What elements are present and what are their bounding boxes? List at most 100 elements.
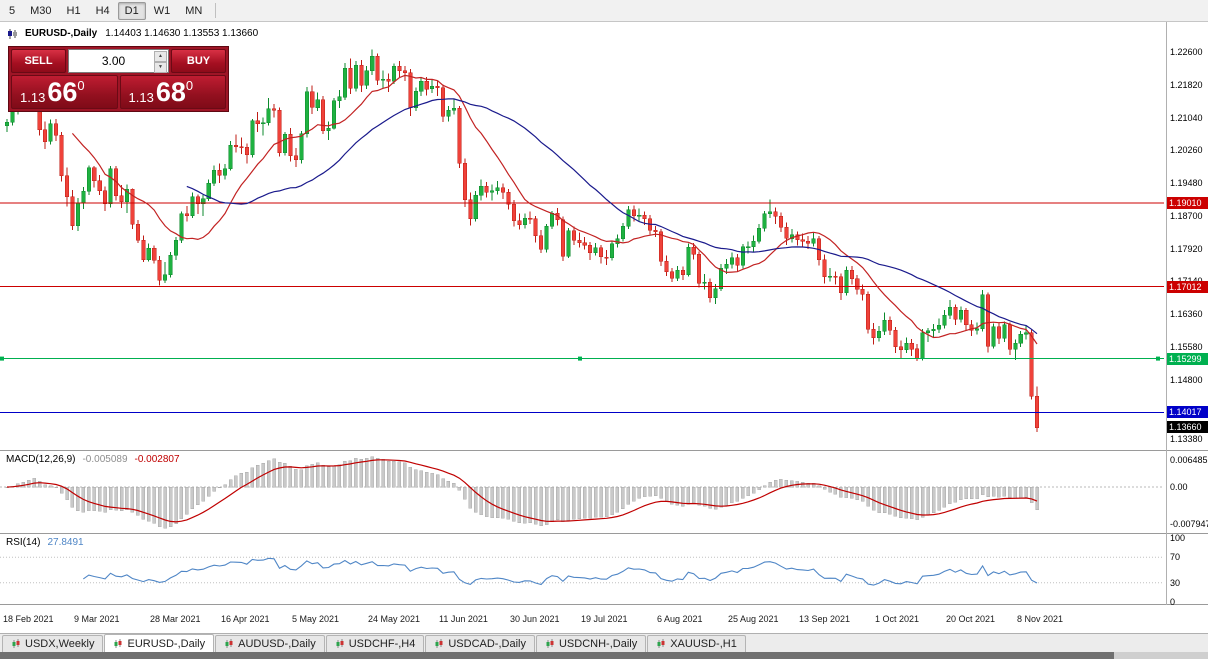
timeframe-button-H4[interactable]: H4	[95, 4, 110, 17]
timeframe-button-M30[interactable]: M30	[30, 4, 52, 17]
date-label: 25 Aug 2021	[728, 614, 779, 624]
volume-spinner-arrows: ▲ ▼	[154, 51, 167, 73]
chart-tab-eurusd-daily[interactable]: EURUSD-,Daily	[104, 634, 215, 652]
macd-panel[interactable]: MACD(12,26,9) -0.005089 -0.002807	[0, 451, 1166, 533]
macd-chart[interactable]	[0, 451, 1166, 533]
candlestick-chart-icon	[8, 28, 17, 39]
chart-tab-label: USDX,Weekly	[25, 638, 95, 650]
volume-decrease-button[interactable]: ▼	[154, 62, 167, 73]
price-axis-label: 1.18700	[1170, 211, 1203, 221]
rsi-axis-label: 100	[1170, 533, 1186, 543]
candles	[4, 49, 1040, 432]
macd-label: MACD(12,26,9) -0.005089 -0.002807	[6, 454, 180, 465]
panel-separator[interactable]	[0, 533, 1208, 534]
line-handle[interactable]	[0, 356, 4, 361]
date-label: 30 Jun 2021	[510, 614, 560, 624]
volume-increase-button[interactable]: ▲	[154, 51, 167, 62]
price-line-badge: 1.17012	[1167, 281, 1208, 293]
macd-signal-value: -0.002807	[134, 454, 180, 465]
price-axis-label: 1.21040	[1170, 113, 1203, 123]
toolbar-divider	[215, 3, 217, 18]
date-label: 6 Aug 2021	[657, 614, 703, 624]
buy-price-pips: 68	[155, 77, 186, 107]
price-axis-label: 1.19480	[1170, 178, 1203, 188]
date-label: 24 May 2021	[368, 614, 421, 624]
macd-current-value: -0.005089	[82, 454, 128, 465]
chart-header: EURUSD-,Daily 1.14403 1.14630 1.13553 1.…	[7, 28, 258, 39]
rsi-name: RSI(14)	[6, 537, 41, 548]
date-label: 8 Nov 2021	[1017, 614, 1064, 624]
sell-price-point: 0	[77, 78, 85, 93]
volume-spinner: ▲ ▼	[68, 49, 169, 73]
rsi-line	[82, 557, 1038, 586]
timeframe-button-W1[interactable]: W1	[153, 4, 171, 17]
moving-average-13	[71, 74, 1038, 345]
price-axis-label: 1.15580	[1170, 342, 1203, 352]
price-line-badge: 1.15299	[1167, 353, 1208, 365]
sell-price-figure: 1.13	[20, 89, 46, 105]
macd-name: MACD(12,26,9)	[6, 454, 76, 465]
date-label: 19 Jul 2021	[581, 614, 628, 624]
macd-signal-line	[6, 459, 1038, 523]
price-axis-label: 1.20260	[1170, 145, 1203, 155]
macd-axis-label: 0.00	[1170, 482, 1188, 492]
price-line-badge: 1.19010	[1167, 197, 1208, 209]
buy-button[interactable]: BUY	[171, 49, 226, 73]
rsi-label: RSI(14) 27.8491	[6, 537, 84, 548]
chart-tab-xauusd-h1[interactable]: XAUUSD-,H1	[647, 635, 746, 652]
price-axis-label: 1.13380	[1170, 434, 1203, 444]
date-axis: 18 Feb 2021 9 Mar 2021 28 Mar 2021 16 Apr 2…	[0, 605, 1166, 633]
timeframe-button-MN[interactable]: MN	[185, 4, 203, 17]
date-label: 18 Feb 2021	[3, 614, 54, 624]
rsi-panel[interactable]: RSI(14) 27.8491	[0, 534, 1166, 604]
candlestick-chart-icon	[114, 638, 122, 648]
chart-tab-label: USDCHF-,H4	[348, 638, 416, 650]
panel-separator[interactable]	[0, 450, 1208, 451]
line-handle[interactable]	[1156, 356, 1160, 361]
horizontal-scrollbar[interactable]	[0, 652, 1208, 659]
chart-tab-usdcad-daily[interactable]: USDCAD-,Daily	[425, 635, 535, 652]
date-label: 1 Oct 2021	[875, 614, 920, 624]
timeframe-button-5[interactable]: 5	[9, 4, 16, 17]
chart-tab-label: USDCNH-,Daily	[558, 638, 638, 650]
date-label: 9 Mar 2021	[74, 614, 120, 624]
timeframe-toolbar: 5 M30 H1 H4 D1 W1 MN	[0, 0, 1208, 22]
tabbar-separator	[0, 633, 1208, 634]
price-chart[interactable]	[0, 22, 1166, 450]
candlestick-chart-icon	[657, 639, 665, 648]
chart-tab-usdx-weekly[interactable]: USDX,Weekly	[2, 635, 104, 652]
line-handle[interactable]	[578, 356, 582, 361]
rsi-axis-label: 30	[1170, 578, 1181, 588]
rsi-axis-label: 0	[1170, 597, 1176, 607]
candlestick-chart-icon	[225, 639, 233, 648]
moving-average-34	[186, 98, 1038, 335]
candlestick-chart-icon	[435, 639, 443, 648]
macd-axis-label: -0.007947	[1170, 519, 1208, 529]
date-label: 20 Oct 2021	[946, 614, 996, 624]
chart-tab-usdcnh-daily[interactable]: USDCNH-,Daily	[535, 635, 647, 652]
price-axis-separator	[1166, 22, 1167, 605]
candlestick-chart-icon	[12, 639, 20, 648]
macd-histogram	[5, 456, 1039, 529]
chart-ohlc-values: 1.14403 1.14630 1.13553 1.13660	[105, 28, 259, 39]
current-price-badge: 1.13660	[1167, 421, 1208, 433]
timeframe-button-H1[interactable]: H1	[66, 4, 81, 17]
candlestick-chart-icon	[546, 639, 554, 648]
sell-price-display[interactable]: 1.13 66 0	[11, 75, 118, 109]
date-label: 16 Apr 2021	[221, 614, 270, 624]
date-label: 13 Sep 2021	[799, 614, 851, 624]
price-chart-panel[interactable]: EURUSD-,Daily 1.14403 1.14630 1.13553 1.…	[0, 22, 1166, 450]
scrollbar-thumb[interactable]	[0, 652, 1114, 659]
chart-tabs: USDX,Weekly EURUSD-,Daily AUDUSD-,Daily USD…	[0, 634, 1208, 652]
chart-tab-audusd-daily[interactable]: AUDUSD-,Daily	[215, 635, 325, 652]
price-axis-label: 1.17140	[1170, 276, 1203, 286]
panel-separator	[0, 604, 1208, 605]
volume-input[interactable]	[69, 52, 168, 70]
sell-button[interactable]: SELL	[11, 49, 66, 73]
rsi-chart[interactable]	[0, 534, 1166, 604]
timeframe-button-D1[interactable]: D1	[117, 1, 146, 20]
buy-price-display[interactable]: 1.13 68 0	[119, 75, 226, 109]
chart-tab-usdchf-h4[interactable]: USDCHF-,H4	[325, 635, 425, 652]
chart-tab-label: XAUUSD-,H1	[670, 638, 737, 650]
chart-tab-label: EURUSD-,Daily	[127, 637, 206, 650]
